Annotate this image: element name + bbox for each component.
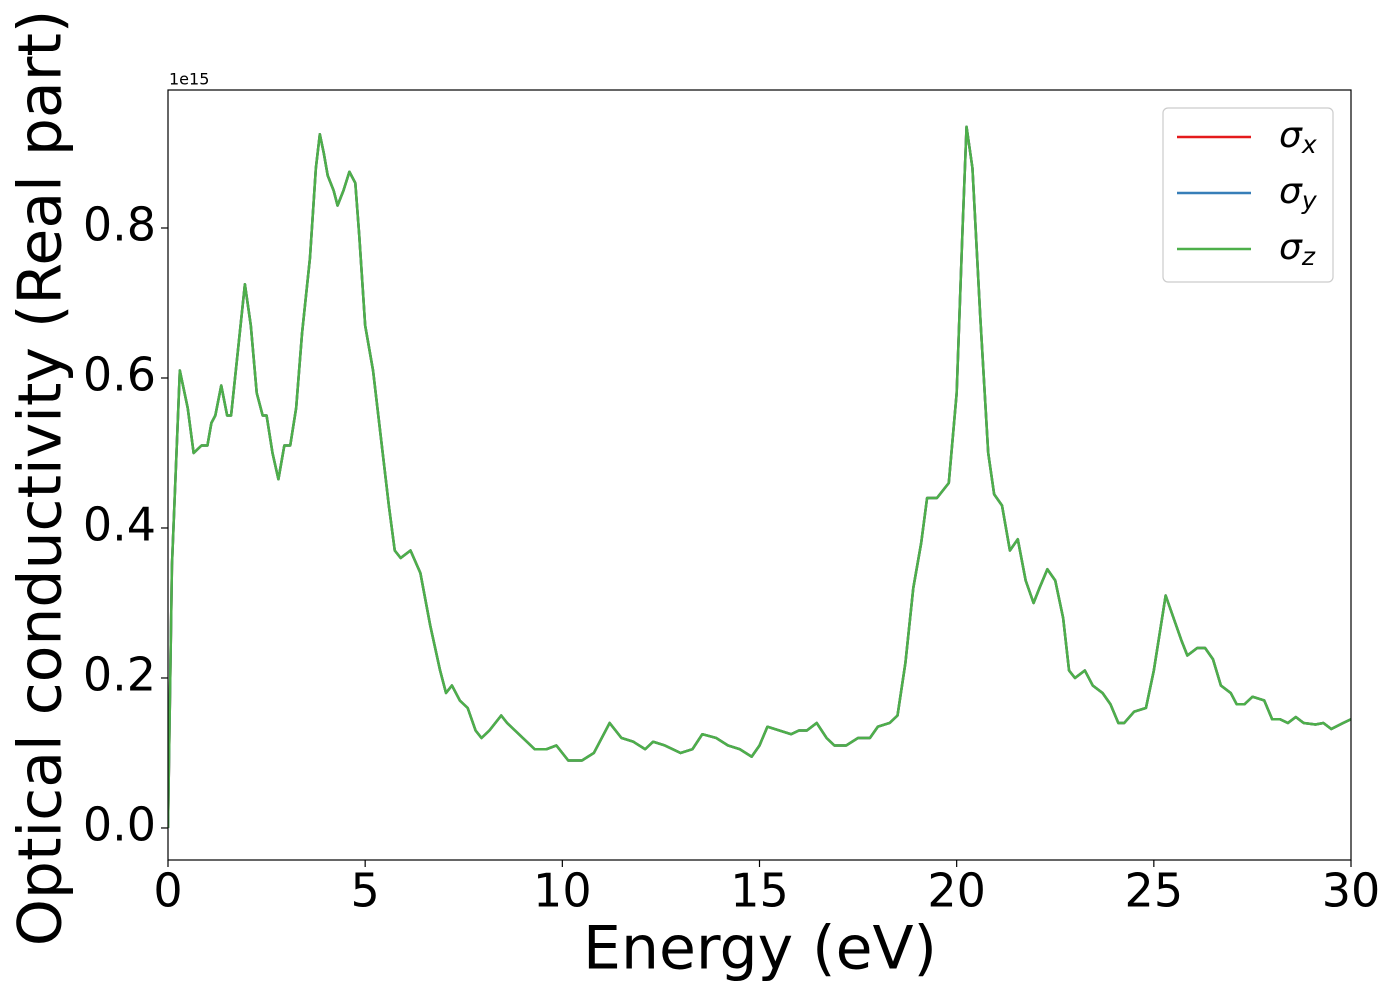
- legend-label: σy: [1279, 171, 1318, 215]
- x-tick-label: 5: [351, 864, 380, 918]
- y-offset-label: 1e15: [169, 70, 209, 89]
- y-tick-label: 0.0: [83, 797, 156, 851]
- x-tick-label: 25: [1125, 864, 1184, 918]
- y-tick-label: 0.2: [83, 647, 156, 701]
- y-axis-label: Optical conductivity (Real part): [6, 10, 76, 947]
- y-tick-label: 0.6: [83, 347, 156, 401]
- x-tick-label: 10: [533, 864, 592, 918]
- x-tick-label: 15: [730, 864, 789, 918]
- x-tick-label: 0: [153, 864, 182, 918]
- data-line: [168, 125, 1351, 828]
- x-axis-label: Energy (eV): [583, 914, 937, 984]
- legend-label: σx: [1279, 115, 1317, 159]
- legend-box: [1162, 107, 1334, 283]
- y-tick-label: 0.4: [83, 497, 156, 551]
- y-tick-label: 0.8: [83, 197, 156, 251]
- legend-label: σz: [1279, 227, 1316, 271]
- x-tick-label: 20: [927, 864, 986, 918]
- x-tick-label: 30: [1322, 864, 1381, 918]
- plot-frame: [167, 89, 1352, 861]
